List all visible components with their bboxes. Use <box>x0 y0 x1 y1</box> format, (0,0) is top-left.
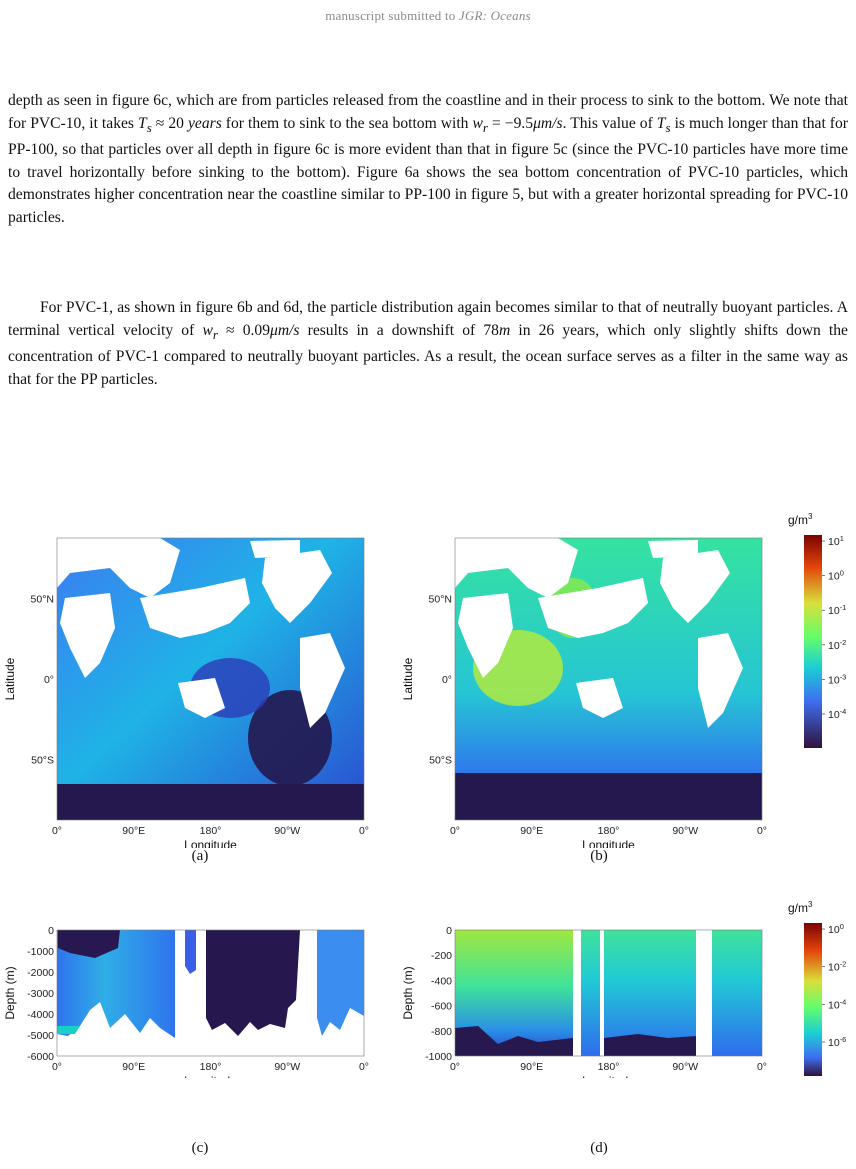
colorbar-tick-label: 10-4 <box>828 707 846 721</box>
x-axis-label: Longitude <box>582 838 635 848</box>
colorbar-tick-label: 10-2 <box>828 638 846 652</box>
paragraph-2: For PVC-1, as shown in figure 6b and 6d,… <box>8 299 848 388</box>
y-axis-label: Depth (m) <box>3 966 17 1019</box>
figure-panel-a: 0° 90°E 180° 90°W 0° 50°N 0° 50°S Longitude Latit… <box>3 537 369 848</box>
header-prefix: manuscript submitted to <box>325 8 459 23</box>
y-tick-label: -5000 <box>27 1030 54 1042</box>
colorbar-tick-label: 10-2 <box>828 960 846 974</box>
y-tick-label: 0° <box>44 674 54 686</box>
caption-c: (c) <box>191 1140 209 1156</box>
y-tick-label: -3000 <box>27 988 54 1000</box>
x-axis-label: Longitude <box>184 838 237 848</box>
x-tick-label: 0° <box>52 1061 62 1073</box>
x-tick-label: 90°W <box>274 1061 300 1073</box>
x-axis-label: Longitude <box>582 1074 635 1078</box>
x-tick-label: 90°W <box>274 825 300 837</box>
running-header: manuscript submitted to JGR: Oceans <box>0 8 856 24</box>
caption-b: (b) <box>590 848 608 864</box>
colorbar-tick-label: 100 <box>828 569 844 583</box>
figure-panel-c: 0° 90°E 180° 90°W 0° 0 -1000 -2000 -3000 -4000 -50… <box>3 925 369 1078</box>
y-tick-label: -200 <box>431 950 452 962</box>
y-tick-label: -1000 <box>425 1051 452 1063</box>
header-journal: JGR: Oceans <box>458 8 531 23</box>
colorbar-tick-label: 10-1 <box>828 603 846 617</box>
colorbar-bottom: g/m3 100 10-2 10-4 10-6 <box>788 900 846 1076</box>
x-tick-label: 0° <box>450 1061 460 1073</box>
x-axis-label: Longitude <box>184 1074 237 1078</box>
x-tick-label: 0° <box>450 825 460 837</box>
colorbar-bottom-unit: g/m3 <box>788 900 813 915</box>
y-axis-label: Latitude <box>401 657 415 700</box>
x-tick-label: 180° <box>200 825 222 837</box>
y-axis-label: Latitude <box>3 657 17 700</box>
y-tick-label: 0° <box>442 674 452 686</box>
x-tick-label: 0° <box>359 1061 369 1073</box>
x-tick-label: 0° <box>52 825 62 837</box>
x-tick-label: 180° <box>200 1061 222 1073</box>
colorbar-tick-label: 10-3 <box>828 672 846 686</box>
x-tick-label: 0° <box>757 1061 767 1073</box>
x-tick-label: 90°W <box>672 1061 698 1073</box>
x-tick-label: 90°E <box>520 825 543 837</box>
x-tick-label: 0° <box>359 825 369 837</box>
colorbar-tick-label: 10-6 <box>828 1035 846 1049</box>
caption-d: (d) <box>590 1140 608 1156</box>
y-tick-label: -2000 <box>27 967 54 979</box>
colorbar-top: g/m3 101 100 10-1 10-2 10-3 10-4 <box>788 512 846 748</box>
y-tick-label: -800 <box>431 1026 452 1038</box>
y-tick-label: -1000 <box>27 946 54 958</box>
colorbar-tick-label: 100 <box>828 922 844 936</box>
x-tick-label: 180° <box>598 825 620 837</box>
x-tick-label: 0° <box>757 825 767 837</box>
y-tick-label: 0 <box>48 925 54 937</box>
figure-panel-d: 0° 90°E 180° 90°W 0° 0 -200 -400 -600 -800 -1000 Lo… <box>401 925 767 1078</box>
y-tick-label: 0 <box>446 925 452 937</box>
x-tick-label: 90°E <box>122 1061 145 1073</box>
y-axis-label: Depth (m) <box>401 966 415 1019</box>
figure-panel-b: 0° 90°E 180° 90°W 0° 50°N 0° 50°S Longitude Latit… <box>401 537 767 848</box>
y-tick-label: -4000 <box>27 1009 54 1021</box>
x-tick-label: 180° <box>598 1061 620 1073</box>
x-tick-label: 90°E <box>520 1061 543 1073</box>
colorbar-tick-label: 10-4 <box>828 997 846 1011</box>
paragraph-1: depth as seen in figure 6c, which are fr… <box>8 92 848 227</box>
y-tick-label: -400 <box>431 975 452 987</box>
y-tick-label: 50°S <box>429 755 452 767</box>
x-tick-label: 90°E <box>122 825 145 837</box>
caption-a: (a) <box>191 848 209 864</box>
y-tick-label: 50°S <box>31 755 54 767</box>
y-tick-label: -6000 <box>27 1051 54 1063</box>
y-tick-label: 50°N <box>31 593 54 605</box>
y-tick-label: 50°N <box>429 593 452 605</box>
y-tick-label: -600 <box>431 1001 452 1013</box>
x-tick-label: 90°W <box>672 825 698 837</box>
colorbar-top-unit: g/m3 <box>788 512 813 527</box>
colorbar-tick-label: 101 <box>828 534 844 548</box>
